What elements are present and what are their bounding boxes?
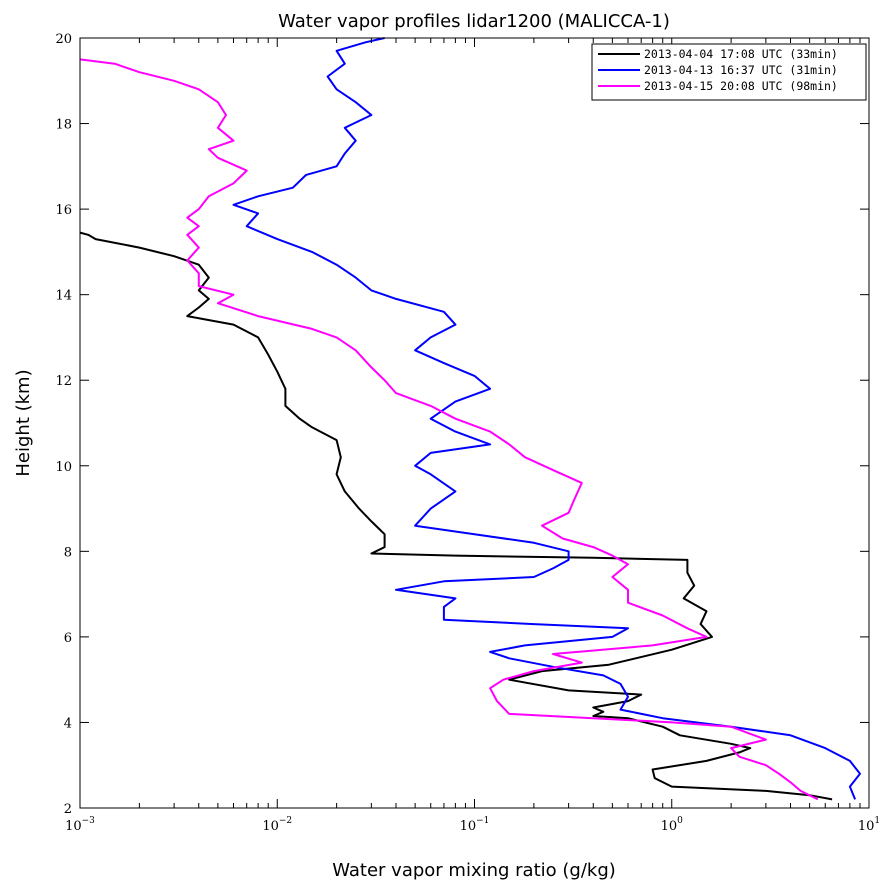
- x-tick-base: 10: [65, 819, 82, 834]
- x-tick-base: 10: [858, 819, 875, 834]
- y-tick-label: 18: [55, 118, 72, 133]
- x-tick-labels: 10−3 10−2 10−1 100 101: [65, 816, 880, 834]
- x-tick-label: 101: [858, 816, 880, 834]
- series-line-3: [79, 58, 819, 801]
- y-tick-label: 20: [55, 32, 72, 47]
- plot-area: [79, 37, 870, 809]
- x-tick-exponent: −2: [279, 816, 292, 826]
- legend-entries: 2013-04-04 17:08 UTC (33min) 2013-04-13 1…: [598, 47, 838, 93]
- y-tick-labels: 2 4 6 8 10 12 14 16 18 20: [55, 32, 72, 817]
- x-tick-base: 10: [460, 819, 477, 834]
- x-tick-base: 10: [661, 819, 678, 834]
- y-tick-label: 10: [55, 460, 72, 475]
- plot-frame: [79, 37, 870, 809]
- legend: 2013-04-04 17:08 UTC (33min) 2013-04-13 1…: [591, 43, 867, 101]
- y-tick-label: 12: [55, 374, 72, 389]
- x-tick-label: 100: [661, 816, 684, 834]
- x-tick-exponent: 0: [677, 816, 683, 826]
- y-tick-label: 16: [55, 203, 72, 218]
- x-tick-exponent: −3: [82, 816, 96, 826]
- y-tick-label: 8: [64, 545, 72, 560]
- x-tick-label: 10−1: [460, 816, 490, 834]
- legend-label-2: 2013-04-13 16:37 UTC (31min): [644, 63, 838, 77]
- chart-title: Water vapor profiles lidar1200 (MALICCA-…: [278, 11, 670, 32]
- x-tick-exponent: −1: [476, 816, 489, 826]
- x-tick-base: 10: [262, 819, 279, 834]
- ticks-group: [80, 38, 869, 808]
- x-tick-exponent: 1: [874, 816, 880, 826]
- x-tick-label: 10−2: [262, 816, 292, 834]
- x-tick-label: 10−3: [65, 816, 95, 834]
- legend-label-1: 2013-04-04 17:08 UTC (33min): [644, 47, 838, 61]
- y-tick-label: 4: [64, 716, 72, 731]
- y-axis-label: Height (km): [13, 369, 34, 476]
- y-tick-label: 6: [64, 631, 72, 646]
- legend-label-3: 2013-04-15 20:08 UTC (98min): [644, 79, 838, 93]
- y-tick-label: 14: [55, 289, 72, 304]
- y-tick-label: 2: [64, 802, 72, 817]
- series-group: [79, 37, 861, 801]
- series-line-2: [232, 37, 861, 800]
- x-axis-label: Water vapor mixing ratio (g/kg): [332, 860, 616, 881]
- series-line-1: [79, 231, 833, 801]
